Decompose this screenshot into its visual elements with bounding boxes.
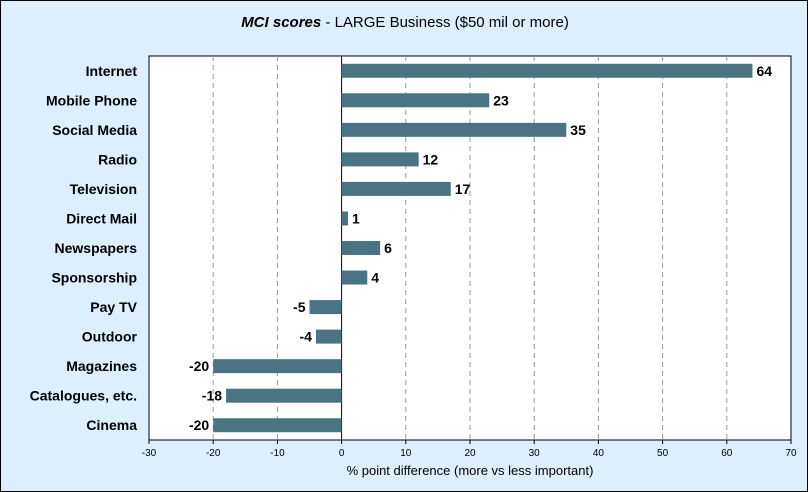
x-tick-label: 0 xyxy=(339,448,345,459)
bar xyxy=(341,63,753,78)
category-label: Newspapers xyxy=(55,240,138,256)
x-tick-label: -20 xyxy=(206,448,221,459)
bar xyxy=(226,388,342,403)
data-label: 4 xyxy=(371,270,379,286)
data-label: -4 xyxy=(299,329,312,345)
x-tick-label: 50 xyxy=(657,448,669,459)
bar xyxy=(341,270,368,285)
x-tick-label: 60 xyxy=(721,448,733,459)
bar xyxy=(341,181,451,196)
category-label: Magazines xyxy=(66,358,137,374)
bar xyxy=(341,241,381,255)
chart-title-rest: - LARGE Business ($50 mil or more) xyxy=(321,14,569,31)
category-label: Radio xyxy=(98,151,137,167)
data-label: 17 xyxy=(455,181,471,197)
data-label: -20 xyxy=(189,358,209,374)
category-label: Social Media xyxy=(52,122,137,138)
bar xyxy=(341,122,567,137)
category-label: Cinema xyxy=(86,417,137,433)
category-label: Sponsorship xyxy=(51,270,137,286)
data-label: 12 xyxy=(423,151,439,167)
category-label: Mobile Phone xyxy=(46,92,137,108)
data-label: 6 xyxy=(384,240,392,256)
category-label: Internet xyxy=(86,63,138,79)
category-label: Pay TV xyxy=(90,299,137,315)
x-axis-title: % point difference (more vs less importa… xyxy=(347,463,594,478)
bar xyxy=(341,152,419,167)
bar xyxy=(341,93,490,108)
x-tick-label: 20 xyxy=(464,448,476,459)
x-tick-label: -10 xyxy=(270,448,285,459)
bar xyxy=(341,211,349,226)
chart-title-italic: MCI scores xyxy=(241,14,321,31)
x-tick-label: -30 xyxy=(142,448,157,459)
bar xyxy=(309,300,342,315)
category-labels: Internet Mobile Phone Social Media Radio Tel… xyxy=(30,63,138,433)
data-label: -5 xyxy=(293,299,306,315)
data-label: 23 xyxy=(493,92,509,108)
data-label: 1 xyxy=(352,210,360,226)
data-label: -18 xyxy=(202,388,222,404)
category-label: Television xyxy=(70,181,137,197)
x-tick-label: 70 xyxy=(785,448,797,459)
x-tick-label: 30 xyxy=(529,448,541,459)
bar xyxy=(213,418,342,433)
bar xyxy=(315,329,342,344)
data-label: 64 xyxy=(756,63,772,79)
bar-layer xyxy=(213,63,753,433)
data-labels: 64 23 35 12 17 1 64 -5 -4 -20 -18 -20 xyxy=(189,63,772,433)
category-label: Direct Mail xyxy=(66,210,137,226)
bar xyxy=(213,359,342,374)
chart-title: MCI scores - LARGE Business ($50 mil or … xyxy=(241,14,569,31)
data-label: 35 xyxy=(570,122,586,138)
x-tick-label: 10 xyxy=(400,448,412,459)
category-label: Outdoor xyxy=(82,329,138,345)
x-tick-label: 40 xyxy=(593,448,605,459)
data-label: -20 xyxy=(189,417,209,433)
category-label: Catalogues, etc. xyxy=(30,388,137,404)
x-tick-labels: -30 -20 -10 0 10 20 30 40 50 60 70 xyxy=(142,440,797,459)
grid-layer xyxy=(212,56,728,440)
